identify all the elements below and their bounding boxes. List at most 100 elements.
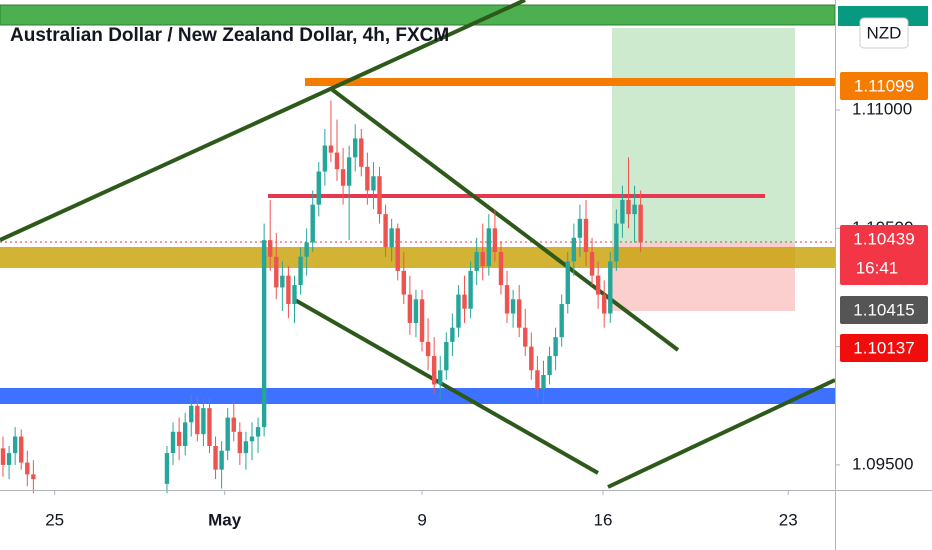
candle-body <box>231 417 236 432</box>
candle-body <box>486 228 492 267</box>
candle-body <box>0 448 6 465</box>
candle-body <box>632 204 637 215</box>
level-line <box>268 194 765 198</box>
candle-body <box>298 256 303 286</box>
candle-body <box>389 228 394 248</box>
candle-body <box>346 157 352 186</box>
candle-body <box>608 261 613 314</box>
trend-line <box>328 86 680 352</box>
candle-body <box>431 356 437 385</box>
candle-body <box>504 285 510 314</box>
candle-body <box>602 294 607 314</box>
candle-body <box>614 223 619 262</box>
countdown-label: 16:41 <box>856 258 899 277</box>
candle-body <box>395 228 400 271</box>
candle-body <box>334 152 340 170</box>
currency-label: NZD <box>867 23 902 42</box>
candle-body <box>377 176 382 215</box>
candle-body <box>383 214 388 248</box>
candle-body <box>249 436 255 442</box>
price-label-box <box>840 72 928 100</box>
candle-body <box>365 166 370 191</box>
candle-body <box>474 251 479 271</box>
candle-body <box>195 405 200 435</box>
x-tick-label: 16 <box>594 510 613 529</box>
candle-body <box>6 453 12 465</box>
candle-body <box>237 431 243 454</box>
candle-body <box>541 375 546 390</box>
candle-body <box>353 138 358 158</box>
chart-title: Australian Dollar / New Zealand Dollar, … <box>10 25 449 46</box>
candle-body <box>444 341 449 371</box>
candle-body <box>328 145 334 153</box>
price-label-box <box>840 296 928 324</box>
candle-body <box>419 299 425 342</box>
support-zone <box>0 247 835 268</box>
x-tick-label: May <box>208 510 242 529</box>
x-tick-label: 23 <box>779 510 798 529</box>
candle-body <box>529 346 534 371</box>
x-tick-label: 9 <box>417 510 426 529</box>
candle-body <box>553 337 558 357</box>
candle-body <box>207 408 212 446</box>
price-label: 1.10137 <box>853 338 914 357</box>
candle-body <box>213 445 218 470</box>
demand-zone <box>0 388 835 404</box>
candle-body <box>371 176 376 191</box>
price-label-box <box>840 334 928 362</box>
candle-body <box>565 261 570 305</box>
level-line <box>305 78 835 86</box>
candle-body <box>201 408 206 435</box>
candle-body <box>243 441 249 454</box>
candle-body <box>450 327 455 342</box>
candle-body <box>164 453 170 484</box>
candle-body <box>182 422 188 446</box>
candle-body <box>480 251 485 267</box>
candle-body <box>438 370 443 385</box>
price-label-box <box>840 225 928 285</box>
candle-body <box>407 294 413 323</box>
resistance-zone <box>0 4 836 26</box>
candle-body <box>255 427 261 437</box>
candle-body <box>462 294 467 309</box>
candle-body <box>274 256 279 288</box>
candle-body <box>12 436 18 454</box>
candle-body <box>589 251 595 276</box>
price-label: 1.10439 <box>853 229 914 248</box>
price-label: 1.10415 <box>853 300 914 319</box>
candle-body <box>559 304 564 338</box>
candle-body <box>280 275 285 288</box>
price-label: 1.11099 <box>854 76 914 95</box>
candle-body <box>176 431 182 446</box>
candle-body <box>268 240 273 257</box>
candle-body <box>225 417 230 451</box>
candle-body <box>286 275 291 305</box>
candle-body <box>19 436 24 463</box>
candle-body <box>577 218 583 238</box>
candle-body <box>595 275 601 295</box>
candle-body <box>535 370 540 390</box>
candle-body <box>261 240 267 428</box>
candle-body <box>571 237 577 262</box>
y-tick-label: 1.09500 <box>852 454 913 473</box>
x-tick-label: 25 <box>45 510 64 529</box>
candle-body <box>170 431 176 454</box>
candle-body <box>304 242 309 257</box>
candle-body <box>322 145 328 172</box>
candle-body <box>425 341 431 357</box>
candle-body <box>359 138 364 167</box>
candle-body <box>638 204 643 243</box>
candle-body <box>547 356 552 376</box>
candle-body <box>401 270 406 295</box>
candles <box>0 100 643 494</box>
trend-line <box>0 0 526 242</box>
candle-body <box>498 251 504 286</box>
candle-body <box>468 270 473 309</box>
candle-body <box>189 405 194 423</box>
x-ticks: 25 May 9 16 23 <box>45 491 798 529</box>
candle-body <box>31 474 36 480</box>
candle-body <box>25 462 30 475</box>
candle-body <box>310 204 315 243</box>
candle-body <box>583 218 589 252</box>
